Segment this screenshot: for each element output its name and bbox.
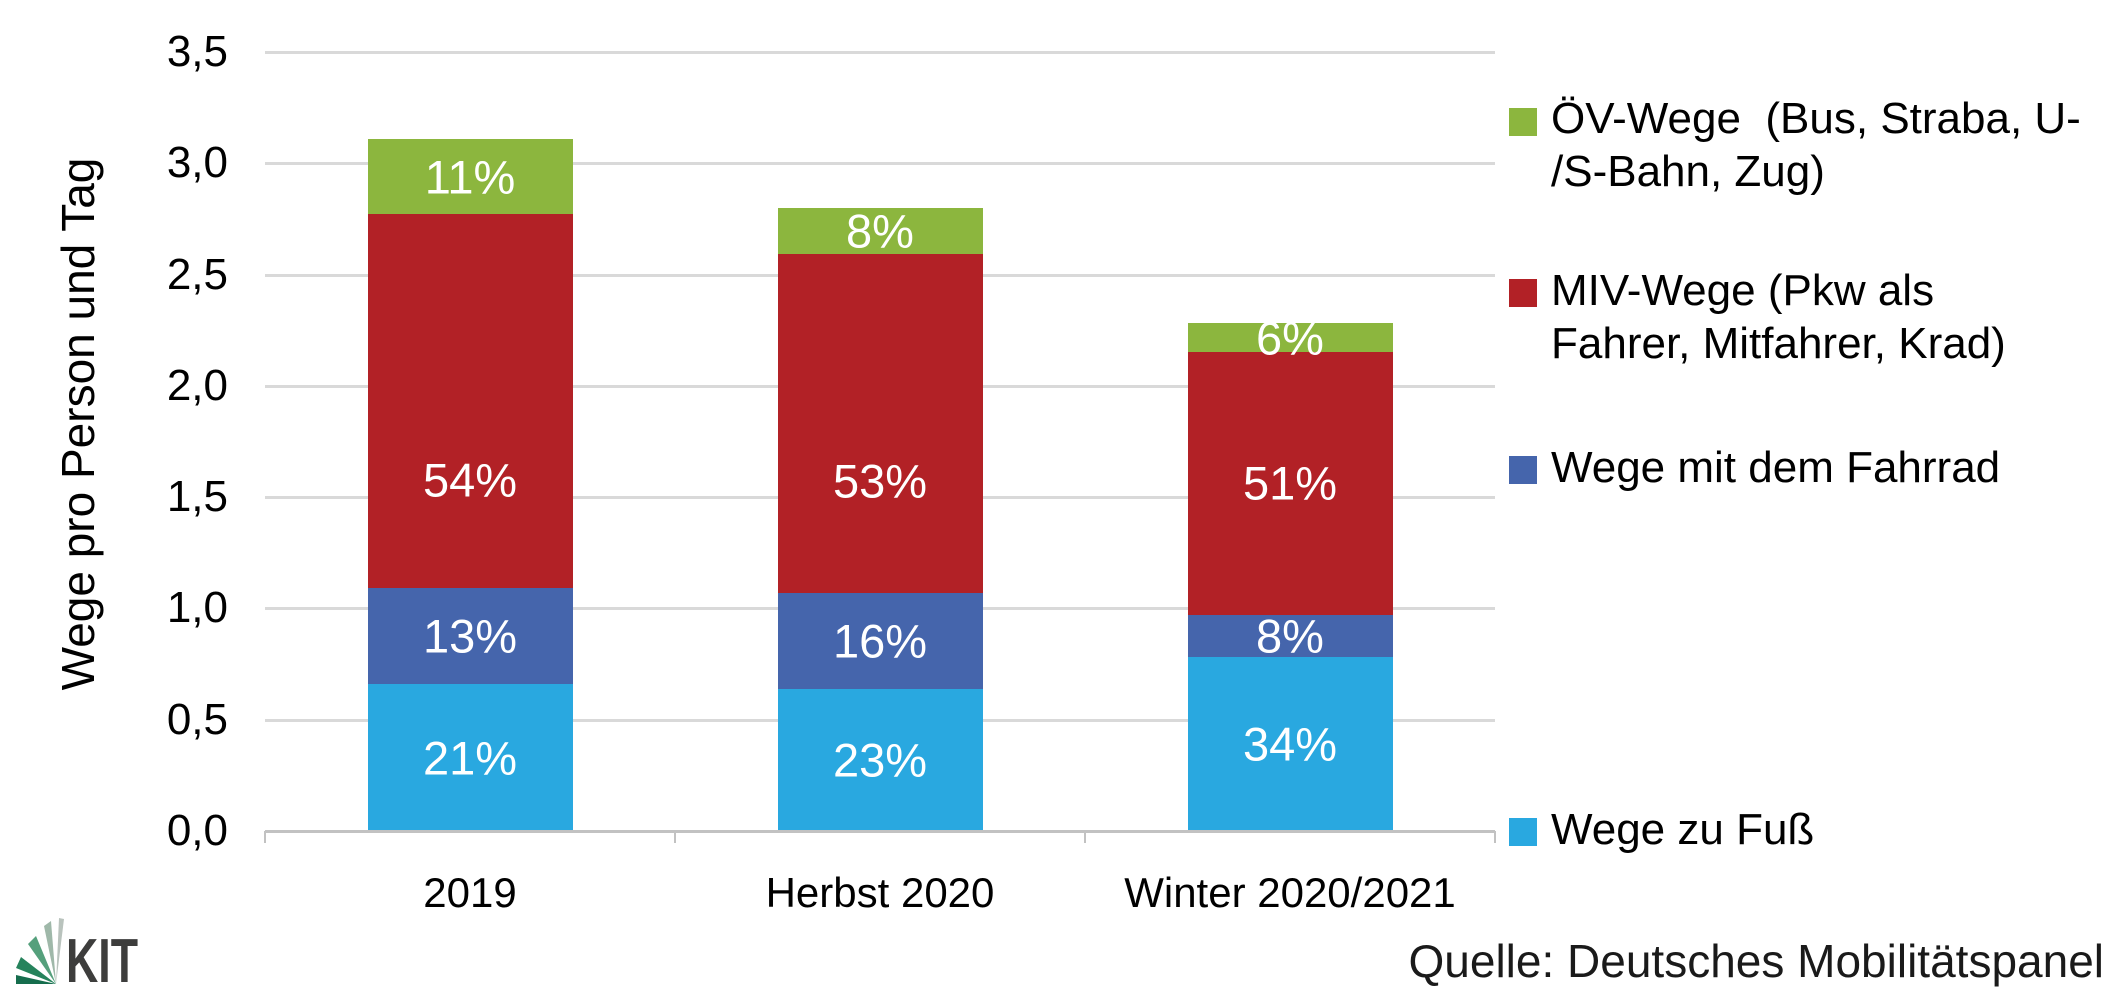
bar-segment-label: 8% — [1256, 609, 1324, 663]
x-axis-tick — [674, 831, 676, 843]
bar-segment-label: 34% — [1242, 717, 1338, 771]
bar-segment — [1187, 352, 1393, 616]
bar-segment — [1187, 657, 1393, 831]
kit-logo-fan-ray-5 — [56, 918, 64, 984]
legend-swatch — [1509, 279, 1537, 307]
bar-segment — [777, 592, 983, 689]
bar-segment-label: 16% — [832, 614, 928, 668]
bar-segment-label: 13% — [422, 609, 518, 663]
legend-swatch — [1509, 818, 1537, 846]
y-tick-label: 1,5 — [166, 472, 228, 522]
legend-swatch — [1509, 456, 1537, 484]
legend-label-line: Wege zu Fuß — [1551, 805, 1815, 854]
y-tick-label: 0,0 — [166, 806, 228, 855]
legend-label-line: MIV-Wege (Pkw als — [1551, 266, 1935, 315]
bar-segment-label: 23% — [832, 733, 928, 787]
legend-label-line: Fahrer, Mitfahrer, Krad) — [1551, 319, 2006, 368]
y-tick-label: 2,5 — [166, 249, 228, 299]
bar-segment — [367, 684, 573, 831]
kit-logo-fan-ray-1 — [16, 975, 56, 984]
bar-segment — [777, 688, 983, 831]
kit-logo-fan-ray-4 — [44, 921, 56, 984]
legend-item: Wege mit dem Fahrrad — [1551, 441, 2125, 494]
kit-logo-text: KIT — [66, 927, 138, 986]
legend-item: ÖV-Wege (Bus, Straba, U-/S-Bahn, Zug) — [1551, 92, 2125, 198]
legend-item: MIV-Wege (Pkw als Fahrer, Mitfahrer, Krad… — [1551, 264, 2125, 370]
bar-segment-label: 6% — [1256, 311, 1324, 365]
category-label: Winter 2020/2021 — [1124, 869, 1456, 916]
legend-label-line: ÖV-Wege (Bus, Straba, U- — [1551, 94, 2081, 143]
source-note: Quelle: Deutsches Mobilitätspanel — [1408, 935, 2104, 987]
bar-segment — [367, 138, 573, 215]
bar-segment-label: 8% — [846, 204, 914, 258]
bar-segment — [777, 254, 983, 593]
bar-segment-label: 53% — [832, 454, 928, 508]
kit-logo-fan-ray-2 — [16, 957, 56, 984]
bar-segment — [1187, 615, 1393, 658]
category-label: 2019 — [423, 869, 517, 916]
y-tick-label: 2,0 — [166, 360, 228, 410]
x-axis-tick — [1084, 831, 1086, 843]
kit-logo: KIT — [16, 918, 138, 986]
legend-swatch — [1509, 108, 1537, 136]
gridline — [265, 162, 1495, 166]
bar-segment-label: 11% — [424, 150, 516, 204]
legend-label-line: /S-Bahn, Zug) — [1551, 147, 1825, 196]
y-tick-label: 3,5 — [166, 26, 228, 76]
bar-segment — [1187, 323, 1393, 353]
y-tick-label: 3,0 — [166, 138, 228, 188]
y-tick-label: 0,5 — [166, 694, 228, 744]
x-axis-line — [265, 829, 1495, 833]
bar-segment-label: 21% — [422, 731, 518, 785]
y-tick-label: 1,0 — [166, 583, 228, 633]
bar-segment — [367, 214, 573, 589]
kit-logo-fan-ray-3 — [28, 936, 56, 984]
bar-segment-label: 51% — [1242, 456, 1338, 510]
bar-segment — [367, 588, 573, 685]
x-axis-tick — [264, 831, 266, 843]
x-axis-tick — [1494, 831, 1496, 843]
gridline — [265, 50, 1495, 54]
bar-segment-label: 54% — [422, 453, 518, 507]
bar-segment — [777, 207, 983, 255]
legend-label-line: Wege mit dem Fahrrad — [1551, 443, 2001, 492]
category-label: Herbst 2020 — [765, 869, 995, 916]
legend-item: Wege zu Fuß — [1551, 803, 2125, 856]
